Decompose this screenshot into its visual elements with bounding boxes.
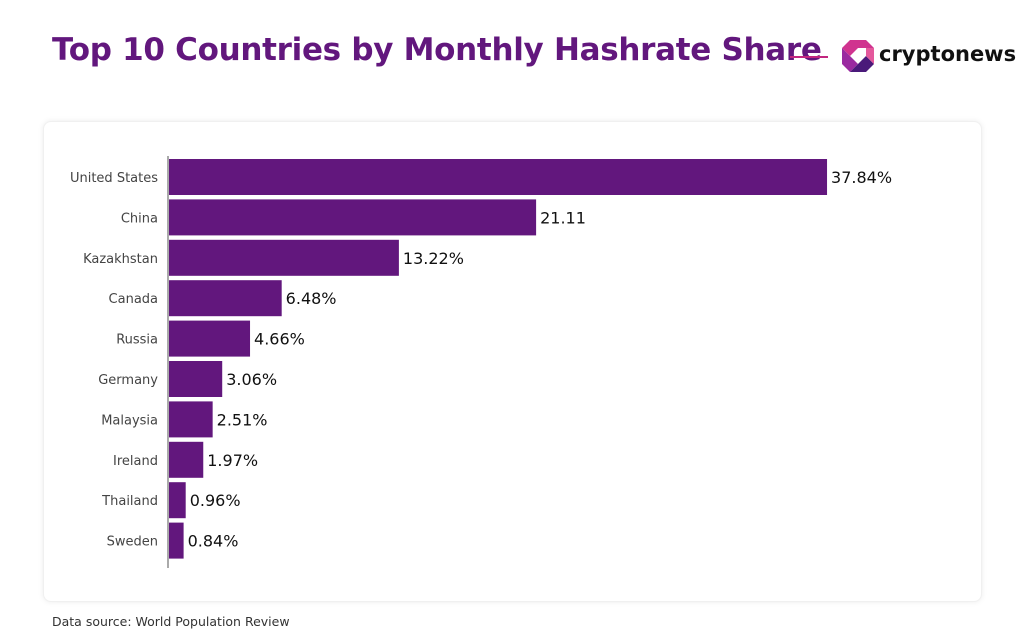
category-label: China xyxy=(121,211,158,226)
value-label: 3.06% xyxy=(226,370,277,389)
chart-card: United States 37.84% China 21.11 Kazakhstan 1… xyxy=(43,121,982,602)
category-label: Russia xyxy=(116,333,158,348)
bar xyxy=(169,482,186,519)
page-title: Top 10 Countries by Monthly Hashrate Sha… xyxy=(52,32,822,68)
bar-chart: United States 37.84% China 21.11 Kazakhstan 1… xyxy=(70,156,892,568)
value-label: 4.66% xyxy=(254,330,305,349)
value-label: 0.84% xyxy=(188,532,239,551)
cryptonews-logo-icon xyxy=(842,40,874,72)
bar xyxy=(169,159,828,195)
category-label: Ireland xyxy=(113,454,158,469)
value-label: 13.22% xyxy=(403,249,464,268)
value-label: 37.84% xyxy=(831,168,892,187)
bar xyxy=(169,199,537,236)
bar xyxy=(169,320,251,357)
logo-text: cryptonews xyxy=(879,42,1017,66)
bar xyxy=(169,522,184,559)
value-label: 0.96% xyxy=(190,491,241,510)
category-label: Sweden xyxy=(107,535,158,550)
category-label: Canada xyxy=(109,292,158,307)
category-label: United States xyxy=(70,171,158,186)
value-label: 6.48% xyxy=(286,289,337,308)
value-label: 21.11 xyxy=(540,208,586,227)
category-label: Germany xyxy=(98,373,158,388)
bar xyxy=(169,239,399,276)
value-label: 2.51% xyxy=(217,410,268,429)
bar xyxy=(169,441,204,478)
bar xyxy=(169,401,213,438)
data-source: Data source: World Population Review xyxy=(52,614,290,629)
category-label: Kazakhstan xyxy=(83,252,158,267)
bar xyxy=(169,361,223,397)
title-divider xyxy=(790,56,828,58)
category-label: Malaysia xyxy=(101,413,158,428)
category-label: Thailand xyxy=(101,494,158,509)
value-label: 1.97% xyxy=(207,451,258,470)
bar xyxy=(169,280,282,317)
